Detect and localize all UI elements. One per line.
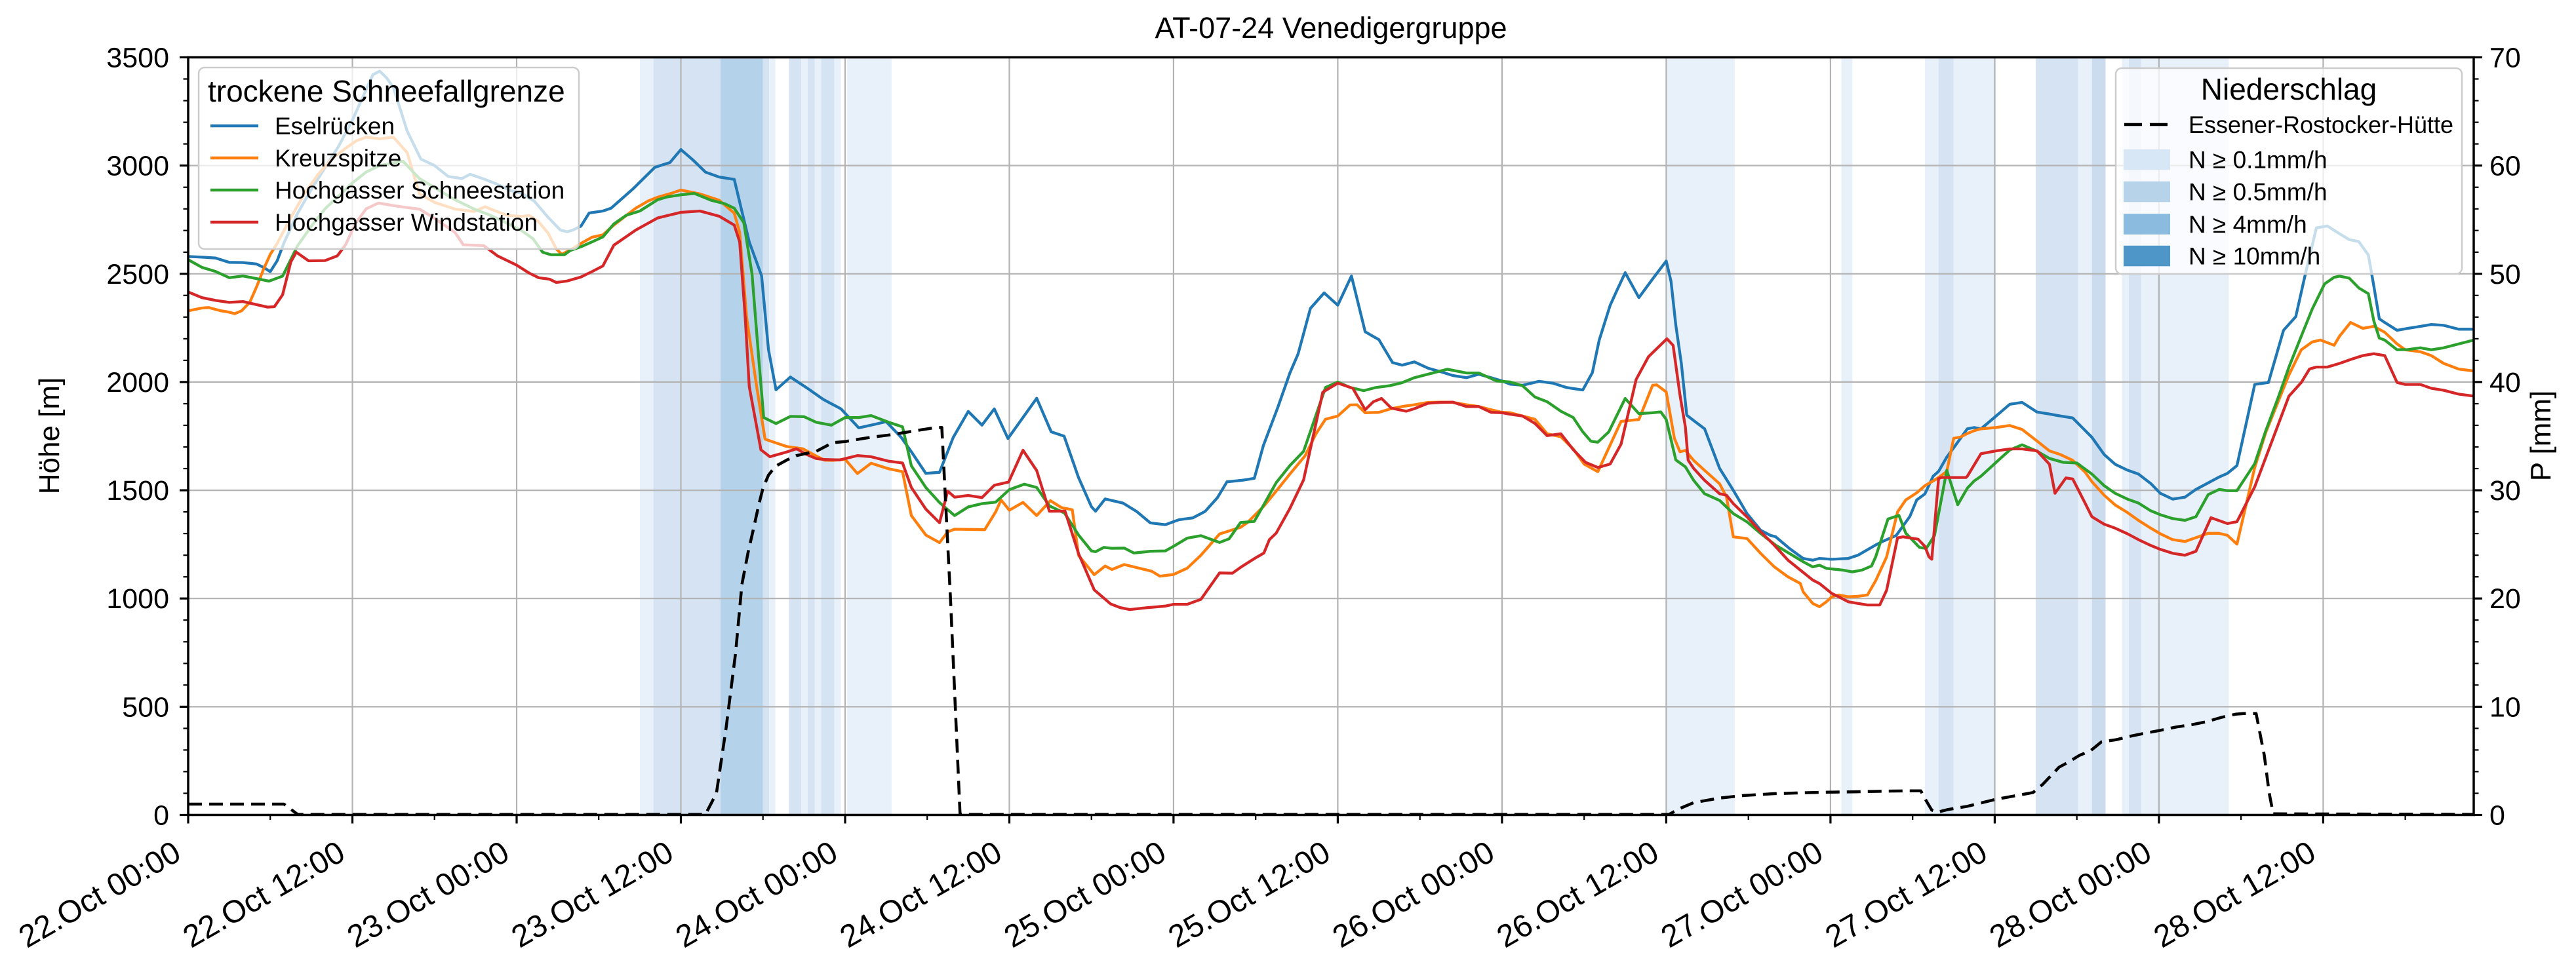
svg-text:Hochgasser Windstation: Hochgasser Windstation xyxy=(275,209,538,236)
svg-text:N ≥ 0.5mm/h: N ≥ 0.5mm/h xyxy=(2189,179,2328,206)
svg-text:3000: 3000 xyxy=(106,151,169,182)
svg-text:Niederschlag: Niederschlag xyxy=(2201,72,2377,106)
svg-text:2000: 2000 xyxy=(106,367,169,398)
svg-text:40: 40 xyxy=(2489,367,2521,398)
svg-text:N ≥ 4mm/h: N ≥ 4mm/h xyxy=(2189,211,2307,238)
svg-text:Essener-Rostocker-Hütte: Essener-Rostocker-Hütte xyxy=(2189,111,2453,138)
svg-text:P [mm]: P [mm] xyxy=(2525,391,2557,482)
svg-text:trockene Schneefallgrenze: trockene Schneefallgrenze xyxy=(208,74,565,108)
svg-text:Kreuzspitze: Kreuzspitze xyxy=(275,145,401,172)
svg-text:0: 0 xyxy=(153,800,169,832)
svg-text:3500: 3500 xyxy=(106,43,169,74)
svg-text:N ≥ 10mm/h: N ≥ 10mm/h xyxy=(2189,243,2320,270)
svg-text:Eselrücken: Eselrücken xyxy=(275,113,395,140)
svg-text:AT-07-24 Venedigergruppe: AT-07-24 Venedigergruppe xyxy=(1155,11,1507,45)
svg-text:70: 70 xyxy=(2489,43,2521,74)
svg-text:10: 10 xyxy=(2489,691,2521,723)
svg-text:500: 500 xyxy=(122,691,169,723)
svg-text:50: 50 xyxy=(2489,259,2521,290)
svg-text:1000: 1000 xyxy=(106,583,169,615)
svg-text:1500: 1500 xyxy=(106,475,169,507)
svg-text:N ≥ 0.1mm/h: N ≥ 0.1mm/h xyxy=(2189,147,2328,174)
svg-text:30: 30 xyxy=(2489,475,2521,507)
svg-text:60: 60 xyxy=(2489,151,2521,182)
svg-text:Hochgasser Schneestation: Hochgasser Schneestation xyxy=(275,177,565,204)
svg-text:2500: 2500 xyxy=(106,259,169,290)
svg-text:Höhe [m]: Höhe [m] xyxy=(33,377,66,495)
svg-text:0: 0 xyxy=(2489,800,2505,832)
svg-text:20: 20 xyxy=(2489,583,2521,615)
